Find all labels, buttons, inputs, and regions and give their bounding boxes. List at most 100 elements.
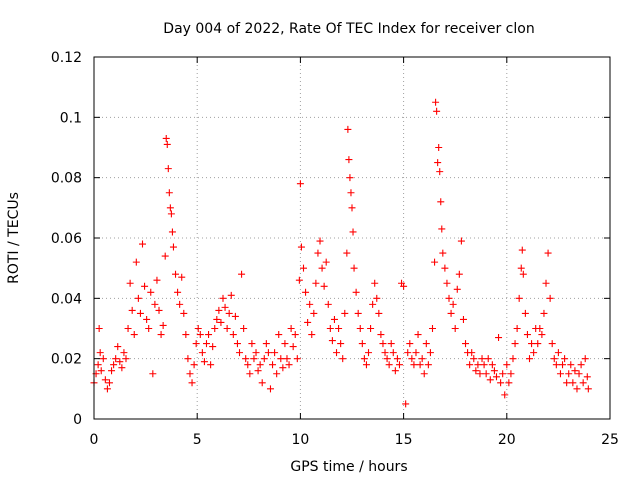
- data-point: [205, 331, 213, 339]
- data-point: [271, 349, 279, 357]
- data-point: [269, 361, 277, 369]
- data-point: [426, 349, 434, 357]
- data-point: [534, 340, 542, 348]
- grid-lines: [94, 57, 610, 419]
- data-point: [416, 361, 424, 369]
- data-point: [371, 279, 379, 287]
- data-point: [223, 325, 231, 332]
- data-point: [552, 361, 560, 369]
- data-point: [495, 334, 503, 342]
- data-point: [209, 343, 217, 351]
- data-point: [240, 325, 248, 332]
- data-point: [548, 340, 556, 348]
- data-point: [320, 282, 328, 290]
- data-point: [561, 355, 569, 363]
- data-point: [449, 300, 457, 308]
- data-point: [577, 361, 585, 369]
- data-point: [422, 340, 430, 348]
- data-point: [367, 325, 375, 332]
- data-point: [466, 361, 474, 369]
- data-point: [428, 325, 436, 332]
- data-point: [302, 288, 310, 296]
- data-point: [103, 385, 111, 393]
- data-point: [472, 367, 480, 375]
- y-tick-label: 0.02: [51, 352, 82, 368]
- data-point: [114, 343, 122, 351]
- data-point: [536, 325, 544, 332]
- data-point: [165, 189, 173, 197]
- data-point: [151, 300, 159, 308]
- data-point: [436, 168, 444, 176]
- data-point: [441, 264, 449, 272]
- data-point: [402, 400, 410, 408]
- data-point: [521, 309, 529, 317]
- data-point: [486, 376, 494, 384]
- data-point: [310, 309, 318, 317]
- y-tick-label: 0: [73, 412, 82, 428]
- data-point: [515, 294, 523, 302]
- data-point: [478, 355, 486, 363]
- data-point: [443, 279, 451, 287]
- data-point: [172, 270, 180, 278]
- data-point: [492, 373, 500, 381]
- data-point: [348, 204, 356, 212]
- data-point: [333, 349, 341, 357]
- data-point: [346, 174, 354, 182]
- data-point: [281, 340, 289, 348]
- data-point: [164, 165, 172, 173]
- data-point: [447, 309, 455, 317]
- data-point: [167, 210, 175, 218]
- data-point: [544, 249, 552, 257]
- data-point: [145, 325, 153, 332]
- data-point: [174, 288, 182, 296]
- data-point: [513, 325, 521, 332]
- data-point: [538, 331, 546, 339]
- data-point: [126, 279, 134, 287]
- data-point: [445, 294, 453, 302]
- data-point: [168, 228, 176, 236]
- data-point: [484, 355, 492, 363]
- data-point: [358, 340, 366, 348]
- x-tick-label: 10: [291, 432, 309, 448]
- data-point: [312, 279, 320, 287]
- data-point: [95, 325, 103, 332]
- x-tick-label: 25: [601, 432, 619, 448]
- data-point: [233, 340, 241, 348]
- data-point: [501, 391, 509, 399]
- data-point: [439, 249, 447, 257]
- data-point: [379, 340, 387, 348]
- data-point: [387, 340, 395, 348]
- data-point: [343, 249, 351, 257]
- data-point: [375, 309, 383, 317]
- data-point: [314, 249, 322, 257]
- data-point: [523, 331, 531, 339]
- data-point: [169, 243, 177, 251]
- data-point: [381, 349, 389, 357]
- data-point: [347, 189, 355, 197]
- data-point: [279, 364, 287, 372]
- data-point: [260, 355, 268, 363]
- data-point: [573, 385, 581, 393]
- data-point: [554, 349, 562, 357]
- data-point: [110, 361, 118, 369]
- data-point: [470, 355, 478, 363]
- data-point: [410, 361, 418, 369]
- data-point: [326, 325, 334, 332]
- y-tick-label: 0.1: [60, 110, 82, 126]
- data-point: [412, 349, 420, 357]
- chart-title: Day 004 of 2022, Rate Of TEC Index for r…: [163, 21, 534, 37]
- data-point: [414, 331, 422, 339]
- data-point: [476, 370, 484, 378]
- data-point: [377, 331, 385, 339]
- data-point: [400, 282, 408, 290]
- data-point: [229, 331, 237, 339]
- data-point: [238, 270, 246, 278]
- data-point: [155, 306, 163, 314]
- data-point: [511, 340, 519, 348]
- data-point: [242, 355, 250, 363]
- data-point: [147, 288, 155, 296]
- data-point: [352, 288, 360, 296]
- data-point: [118, 364, 126, 372]
- data-point: [295, 276, 303, 284]
- data-point: [474, 361, 482, 369]
